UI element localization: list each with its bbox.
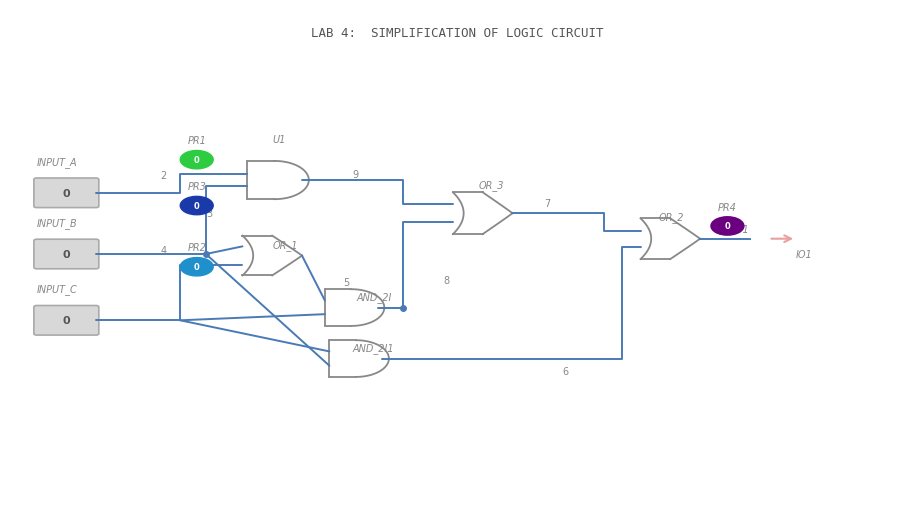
Text: 8: 8 [444, 275, 450, 285]
FancyBboxPatch shape [34, 179, 99, 208]
Text: 4: 4 [160, 245, 167, 256]
Text: INPUT_A: INPUT_A [37, 157, 77, 167]
Text: 2: 2 [160, 171, 167, 181]
Text: INPUT_B: INPUT_B [37, 218, 78, 229]
Circle shape [180, 258, 213, 276]
Text: 9: 9 [352, 169, 359, 179]
Text: INPUT_C: INPUT_C [37, 284, 78, 295]
Text: IO1: IO1 [796, 249, 813, 260]
Text: AND_2I1: AND_2I1 [352, 343, 393, 354]
Text: 7: 7 [544, 199, 551, 209]
Text: OR_2: OR_2 [659, 212, 684, 223]
Text: PR2: PR2 [188, 243, 206, 253]
Text: 0: 0 [62, 249, 70, 260]
Circle shape [180, 151, 213, 169]
Text: 0: 0 [194, 156, 199, 165]
Text: OR_3: OR_3 [479, 180, 504, 191]
Text: PR3: PR3 [188, 182, 206, 192]
Text: 0: 0 [62, 188, 70, 199]
FancyBboxPatch shape [34, 306, 99, 335]
Text: IO1: IO1 [733, 224, 749, 234]
Text: 0: 0 [194, 263, 199, 272]
Text: 0: 0 [62, 316, 70, 326]
Text: 6: 6 [563, 366, 569, 377]
Text: 3: 3 [206, 209, 212, 219]
Text: 0: 0 [725, 222, 730, 231]
Circle shape [711, 217, 744, 236]
Text: 0: 0 [194, 202, 199, 211]
Text: AND_2I: AND_2I [357, 292, 393, 303]
Text: LAB 4:  SIMPLIFICATION OF LOGIC CIRCUIT: LAB 4: SIMPLIFICATION OF LOGIC CIRCUIT [311, 26, 604, 40]
FancyBboxPatch shape [34, 240, 99, 269]
Text: PR4: PR4 [718, 202, 737, 212]
Text: OR_1: OR_1 [273, 240, 298, 250]
Circle shape [180, 197, 213, 215]
Text: 5: 5 [343, 277, 350, 288]
Text: U1: U1 [273, 135, 286, 145]
FancyArrowPatch shape [771, 236, 791, 243]
Text: PR1: PR1 [188, 136, 206, 146]
